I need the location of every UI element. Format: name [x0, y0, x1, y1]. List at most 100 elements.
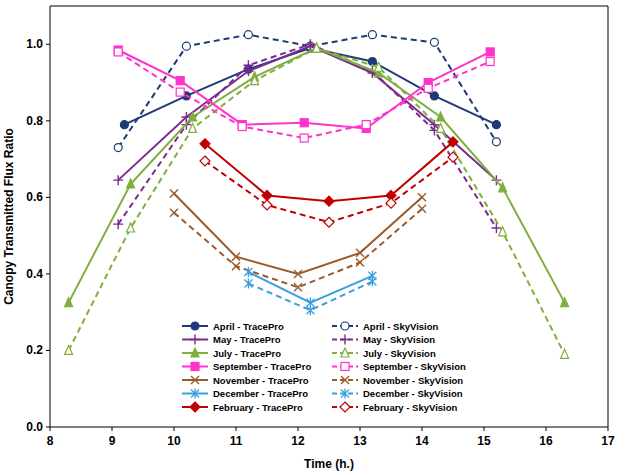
marker-shape — [437, 112, 445, 121]
legend-item: July - TracePro — [182, 348, 281, 359]
legend-label: April - TracePro — [213, 321, 284, 332]
marker-shape — [200, 139, 210, 149]
series-line — [69, 48, 565, 303]
marker-shape — [341, 363, 349, 371]
marker-shape — [243, 60, 253, 70]
legend-label: November - SkyVision — [363, 375, 463, 386]
marker-shape — [65, 345, 73, 354]
chart: 0.00.20.40.60.81.0891011121314151617Time… — [0, 0, 629, 475]
y-tick — [46, 273, 50, 274]
marker-shape — [499, 227, 507, 236]
y-axis-line — [50, 6, 51, 427]
y-tick — [46, 120, 50, 121]
x-tick-label: 11 — [230, 434, 243, 448]
legend-label: February - TracePro — [213, 402, 303, 413]
x-tick — [112, 427, 113, 431]
marker-shape — [300, 119, 308, 127]
legend-marker — [341, 363, 349, 371]
y-tick — [46, 427, 50, 428]
marker-shape — [176, 77, 184, 85]
plot-area — [65, 31, 569, 359]
legend-item: April - SkyVision — [332, 321, 439, 332]
marker-shape — [341, 376, 349, 384]
data-point — [127, 179, 135, 188]
legend-marker — [340, 335, 350, 345]
marker-shape — [114, 48, 122, 56]
legend-marker — [341, 348, 349, 357]
data-point — [418, 193, 426, 201]
data-point — [244, 267, 252, 277]
legend-label: September - TracePro — [213, 361, 311, 372]
legend-marker — [341, 389, 349, 399]
data-point — [244, 31, 252, 39]
x-tick-label: 15 — [477, 434, 491, 448]
x-tick-label: 12 — [291, 434, 305, 448]
data-point — [375, 62, 383, 71]
data-point — [448, 137, 458, 147]
marker-shape — [127, 179, 135, 188]
legend-marker — [191, 322, 199, 330]
legend: April - TraceProApril - SkyVisionMay - T… — [182, 321, 466, 413]
marker-shape — [430, 38, 438, 46]
y-tick-label: 0.4 — [26, 267, 43, 281]
marker-shape — [191, 363, 199, 371]
marker-shape — [244, 31, 252, 39]
marker-shape — [170, 209, 178, 217]
data-point — [437, 123, 445, 132]
data-point — [313, 43, 321, 52]
marker-shape — [324, 196, 334, 206]
data-point — [114, 48, 122, 56]
data-point — [262, 200, 272, 210]
data-point — [300, 134, 308, 142]
x-tick — [608, 427, 609, 431]
marker-shape — [368, 31, 376, 39]
y-tick — [46, 350, 50, 351]
marker-shape — [499, 183, 507, 192]
legend-item: February - TracePro — [182, 402, 303, 413]
legend-marker — [340, 402, 350, 412]
marker-shape — [170, 190, 178, 198]
legend-marker — [341, 322, 349, 330]
data-point — [430, 92, 438, 100]
data-point — [356, 249, 364, 257]
data-point — [324, 196, 334, 206]
data-point — [306, 305, 314, 315]
legend-marker — [341, 376, 349, 384]
data-point — [232, 253, 240, 261]
data-point — [499, 227, 507, 236]
marker-shape — [190, 402, 200, 412]
data-point — [386, 198, 396, 208]
marker-shape — [190, 335, 200, 345]
marker-shape — [294, 270, 302, 278]
marker-shape — [561, 349, 569, 358]
data-point — [324, 217, 334, 227]
legend-item: July - SkyVision — [332, 348, 436, 359]
marker-shape — [232, 253, 240, 261]
data-point — [65, 345, 73, 354]
x-tick-label: 13 — [353, 434, 367, 448]
series-line — [205, 157, 453, 222]
data-point — [127, 223, 135, 232]
data-point — [486, 57, 494, 65]
legend-item: April - TracePro — [182, 321, 284, 332]
marker-shape — [448, 152, 458, 162]
x-tick — [422, 427, 423, 431]
series-line — [174, 209, 422, 287]
data-point — [424, 84, 432, 92]
marker-shape — [356, 249, 364, 257]
data-point — [232, 262, 240, 270]
x-tick-label: 8 — [47, 434, 54, 448]
marker-shape — [356, 258, 364, 266]
marker-shape — [341, 348, 349, 357]
marker-shape — [362, 121, 370, 129]
x-tick — [298, 427, 299, 431]
marker-shape — [113, 219, 123, 229]
x-tick — [360, 427, 361, 431]
data-point — [120, 121, 128, 129]
marker-shape — [65, 298, 73, 307]
legend-item: May - SkyVision — [332, 334, 435, 345]
marker-shape — [262, 200, 272, 210]
y-tick-label: 0.6 — [26, 190, 43, 204]
data-point — [448, 152, 458, 162]
marker-shape — [324, 217, 334, 227]
